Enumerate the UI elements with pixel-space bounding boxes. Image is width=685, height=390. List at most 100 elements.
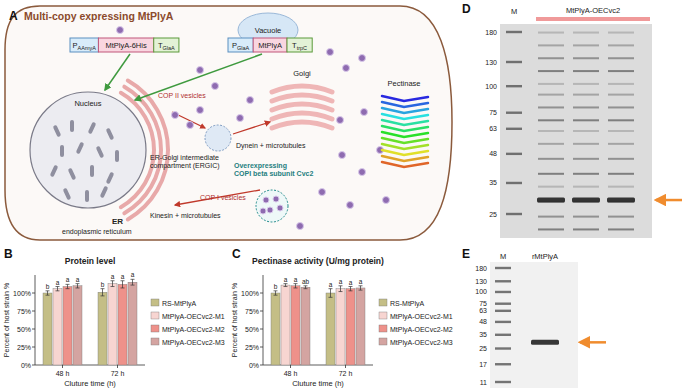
y-tick-label: 50% bbox=[245, 326, 259, 333]
protein-band bbox=[573, 44, 599, 46]
error-cap bbox=[121, 287, 125, 288]
protein-band bbox=[608, 173, 634, 175]
legend-swatch bbox=[379, 312, 387, 319]
error-cap bbox=[111, 280, 115, 281]
protein-strand bbox=[382, 102, 428, 107]
construct-label: PGlaA bbox=[232, 41, 250, 51]
y-tick-label: 75% bbox=[17, 308, 31, 315]
y-axis bbox=[35, 275, 36, 365]
legend-label: MtPlyA-OECvc2-M3 bbox=[390, 339, 453, 347]
lane-label: M bbox=[500, 252, 506, 261]
marker-band bbox=[495, 267, 511, 269]
protein-band bbox=[538, 173, 564, 175]
legend-swatch bbox=[379, 325, 387, 332]
protein-band bbox=[538, 228, 564, 230]
overexpression-label: COPI beta subunit Cvc2 bbox=[234, 170, 313, 177]
y-tick bbox=[32, 311, 35, 312]
lane-header: MtPlyA-OECvc2 bbox=[566, 6, 620, 15]
title: Multi-copy expressing MtPlyA bbox=[24, 10, 174, 22]
y-tick bbox=[32, 347, 35, 348]
lane-header-bar bbox=[536, 17, 650, 21]
vesicle bbox=[339, 152, 346, 159]
marker-label: 100 bbox=[485, 83, 497, 90]
protein-strand bbox=[382, 108, 428, 113]
construct-part bbox=[98, 38, 153, 52]
error-cap bbox=[66, 288, 70, 289]
error-cap bbox=[329, 288, 333, 289]
protein-strand bbox=[382, 138, 428, 143]
chart-bar: CPectinase activity (U/mg protein)0%25%5… bbox=[231, 247, 453, 388]
ergic-label: ER-Golgi intermediate bbox=[150, 154, 219, 162]
protein-strand bbox=[382, 114, 428, 119]
construct-label: MtPlyA-6His bbox=[105, 41, 147, 50]
construct-subscript: GlaA bbox=[163, 45, 176, 51]
figure: AMulti-copy expressing MtPlyAVacuoleNucl… bbox=[0, 0, 685, 390]
gel bbox=[500, 24, 652, 238]
er-label: ER bbox=[112, 217, 123, 226]
bar bbox=[108, 284, 117, 365]
significance-letter: a bbox=[66, 276, 70, 283]
protein-band bbox=[538, 106, 564, 108]
marker-label: 63 bbox=[479, 307, 487, 314]
y-tick-label: 100% bbox=[13, 290, 31, 297]
vesicle bbox=[347, 202, 354, 209]
cell-outline bbox=[5, 6, 452, 240]
marker-label: 25 bbox=[479, 345, 487, 352]
marker-band bbox=[506, 61, 522, 63]
error-bar bbox=[101, 289, 105, 296]
target-band bbox=[531, 340, 559, 345]
protein-band bbox=[608, 186, 634, 188]
construct-label: PAAmyA bbox=[73, 41, 97, 51]
y-tick bbox=[260, 347, 263, 348]
panel-letter: A bbox=[9, 9, 18, 23]
protein-strand bbox=[382, 132, 428, 137]
marker-label: 35 bbox=[479, 331, 487, 338]
marker-band bbox=[495, 347, 511, 349]
vesicle bbox=[359, 55, 366, 62]
error-line bbox=[285, 284, 286, 287]
bar bbox=[98, 292, 107, 365]
vesicle bbox=[187, 122, 194, 129]
significance-letter: b bbox=[274, 283, 278, 290]
protein-band bbox=[608, 70, 634, 72]
marker-label: 180 bbox=[475, 265, 487, 272]
y-tick bbox=[32, 293, 35, 294]
error-bar bbox=[56, 287, 60, 291]
error-line bbox=[340, 286, 341, 292]
chart-title: Pectinase activity (U/mg protein) bbox=[252, 256, 384, 266]
x-tick-label: 48 h bbox=[56, 370, 70, 377]
protein-band bbox=[573, 143, 599, 145]
protein-band bbox=[608, 216, 634, 218]
chromosome bbox=[90, 165, 94, 177]
construct-part bbox=[287, 38, 312, 52]
protein-band bbox=[538, 119, 564, 121]
x-tick bbox=[62, 365, 63, 368]
bar bbox=[326, 293, 335, 365]
vesicle bbox=[297, 223, 304, 230]
band-arrow bbox=[580, 341, 606, 344]
error-bar bbox=[111, 281, 115, 287]
error-bar bbox=[131, 279, 135, 285]
error-cap bbox=[359, 285, 363, 286]
arrow bbox=[105, 54, 130, 90]
bar bbox=[291, 286, 300, 365]
error-line bbox=[67, 284, 68, 288]
gel-panel: DM1801301007563483525MtPlyA-OECvc2 bbox=[462, 2, 682, 238]
golgi-cisterna bbox=[272, 122, 332, 128]
error-cap bbox=[56, 286, 60, 287]
pectinase-label: Pectinase bbox=[388, 79, 421, 88]
band-arrow bbox=[656, 199, 682, 202]
y-tick-label: 0% bbox=[21, 362, 31, 369]
significance-letter: a bbox=[294, 276, 298, 283]
error-line bbox=[350, 287, 351, 291]
y-tick-label: 25% bbox=[17, 344, 31, 351]
error-cap bbox=[46, 295, 50, 296]
error-cap bbox=[46, 290, 50, 291]
significance-letter: a bbox=[339, 278, 343, 285]
error-cap bbox=[294, 287, 298, 288]
error-line bbox=[57, 287, 58, 291]
target-band bbox=[572, 198, 600, 203]
protein-band bbox=[608, 119, 634, 121]
protein-strand bbox=[382, 156, 428, 161]
bar bbox=[356, 288, 365, 365]
